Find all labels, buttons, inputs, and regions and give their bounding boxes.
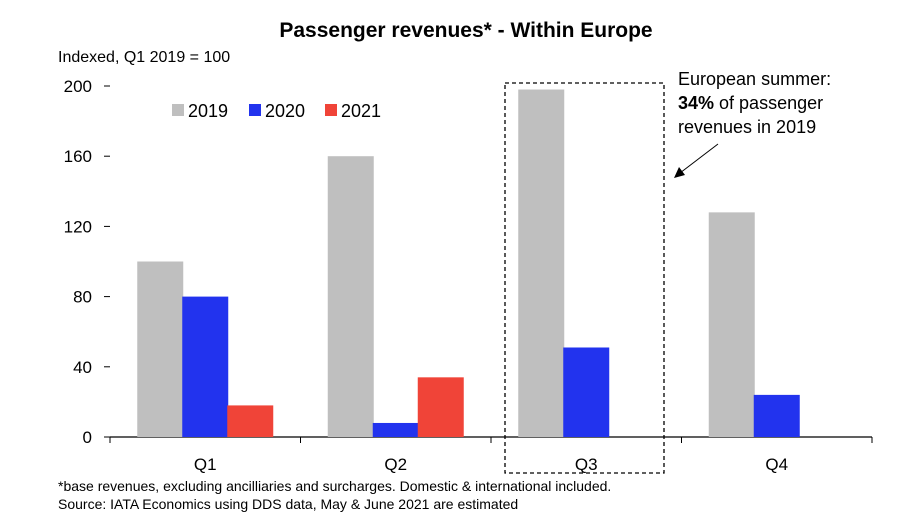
- legend-swatch-2021: [325, 104, 337, 116]
- bar-2020-q2: [372, 422, 419, 437]
- bar-2021-q1: [227, 405, 274, 437]
- x-tick-label: Q4: [765, 455, 788, 474]
- source-note: Source: IATA Economics using DDS data, M…: [58, 496, 519, 512]
- bar-2019-q2: [327, 156, 374, 437]
- y-tick-label: 40: [73, 358, 92, 377]
- annotation-line-1: European summer:: [678, 69, 831, 89]
- y-tick-label: 160: [64, 147, 92, 166]
- bar-2020-q4: [753, 394, 800, 437]
- legend-label-2019: 2019: [188, 101, 228, 121]
- legend-swatch-2019: [172, 104, 184, 116]
- annotation-line-2-rest: of passenger: [714, 93, 823, 113]
- annotation-arrow-line: [679, 143, 719, 174]
- bar-2019-q3: [518, 89, 565, 437]
- x-tick-label: Q1: [194, 455, 217, 474]
- x-tick-label: Q3: [575, 455, 598, 474]
- bar-2019-q1: [137, 261, 184, 437]
- bar-2019-q4: [708, 212, 755, 437]
- annotation-line-2: 34% of passenger: [678, 93, 823, 113]
- footnote: *base revenues, excluding ancilliaries a…: [58, 478, 612, 494]
- q3-highlight-box: [504, 82, 665, 474]
- summer-annotation: European summer: 34% of passenger revenu…: [674, 69, 831, 178]
- chart-title: Passenger revenues* - Within Europe: [279, 19, 652, 42]
- annotation-arrowhead: [674, 167, 685, 178]
- bar-2020-q3: [563, 347, 610, 437]
- legend-swatch-2020: [249, 104, 261, 116]
- legend-label-2020: 2020: [265, 101, 305, 121]
- y-tick-label: 0: [83, 428, 92, 447]
- y-tick-label: 120: [64, 217, 92, 236]
- y-axis-ticks: 0 40 80 120 160 200: [64, 77, 110, 447]
- x-axis-ticks: Q1 Q2 Q3 Q4: [109, 437, 873, 474]
- annotation-bold-value: 34%: [678, 93, 714, 113]
- annotation-line-3: revenues in 2019: [678, 117, 816, 137]
- x-tick-label: Q2: [384, 455, 407, 474]
- bars: [137, 89, 800, 437]
- bar-2021-q2: [417, 377, 464, 437]
- y-tick-label: 80: [73, 288, 92, 307]
- y-axis-label: Indexed, Q1 2019 = 100: [58, 49, 230, 66]
- legend-label-2021: 2021: [341, 101, 381, 121]
- y-tick-label: 200: [64, 77, 92, 96]
- bar-2020-q1: [182, 296, 229, 437]
- legend: 2019 2020 2021: [172, 101, 381, 121]
